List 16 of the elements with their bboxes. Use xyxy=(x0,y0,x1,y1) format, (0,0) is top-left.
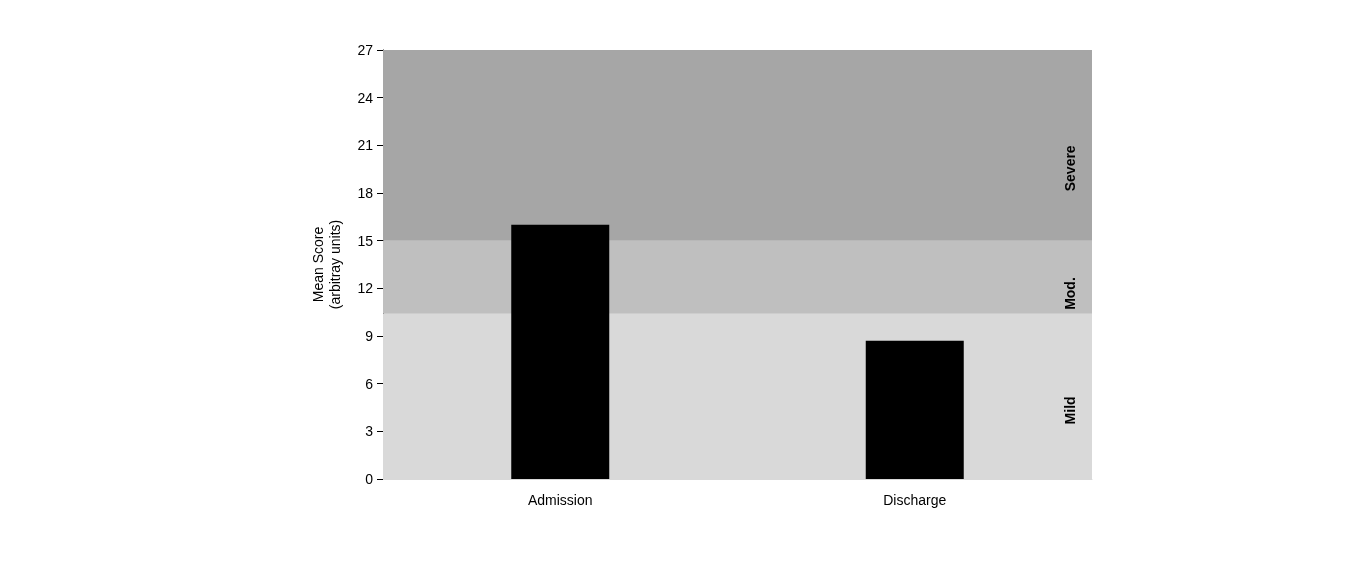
y-tick-label: 21 xyxy=(357,137,374,154)
y-tick-label: 24 xyxy=(357,89,374,106)
x-tick-label: Discharge xyxy=(883,492,947,508)
y-tick-label: 9 xyxy=(365,328,374,344)
y-tick-label: 27 xyxy=(357,42,374,58)
band-label: Mod. xyxy=(1062,277,1078,310)
y-tick-label: 6 xyxy=(365,375,374,392)
x-tick-label: Admission xyxy=(527,492,593,508)
y-tick-label: 12 xyxy=(357,280,374,297)
y-axis-title: Mean Score (arbitray units) xyxy=(309,219,343,310)
band-label: Severe xyxy=(1062,145,1078,192)
y-tick-label: 18 xyxy=(357,185,374,201)
y-tick-label: 0 xyxy=(365,471,374,487)
y-tick-label: 3 xyxy=(365,423,374,440)
band-label: Mild xyxy=(1062,396,1078,425)
y-tick-label: 15 xyxy=(357,232,374,249)
